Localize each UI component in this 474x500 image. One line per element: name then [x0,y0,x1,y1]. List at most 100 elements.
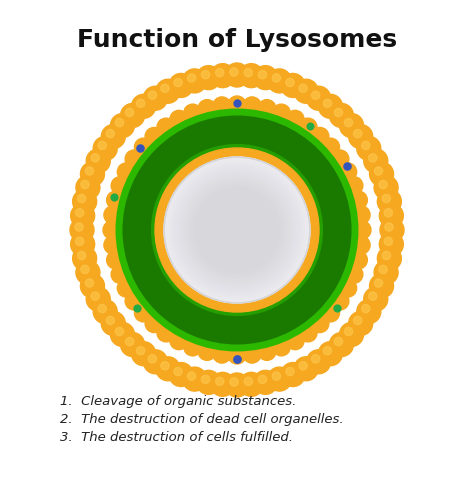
Circle shape [148,91,156,100]
Circle shape [299,362,307,370]
Circle shape [195,188,279,272]
Circle shape [349,251,367,269]
Text: 2.  The destruction of dead cell organelles.: 2. The destruction of dead cell organell… [60,413,344,426]
Circle shape [323,99,332,108]
Circle shape [281,74,305,98]
Text: 1.  Cleavage of organic substances.: 1. Cleavage of organic substances. [60,395,296,408]
Circle shape [183,338,201,356]
Text: 3.  The destruction of cells fulfilled.: 3. The destruction of cells fulfilled. [60,431,293,444]
Circle shape [201,70,210,79]
Circle shape [319,94,342,118]
Circle shape [374,260,398,284]
Circle shape [380,218,404,242]
Circle shape [339,322,364,346]
Circle shape [91,154,100,162]
Circle shape [213,345,231,363]
Circle shape [118,279,135,297]
Circle shape [81,274,104,298]
Circle shape [384,237,392,246]
Circle shape [364,149,388,173]
Circle shape [103,221,121,239]
Circle shape [144,86,167,110]
Circle shape [294,79,318,103]
Point [306,122,314,130]
Text: Function of Lysosomes: Function of Lysosomes [77,28,397,52]
Point [343,162,351,170]
Circle shape [349,124,373,148]
Circle shape [286,368,294,376]
Circle shape [101,312,125,336]
Circle shape [157,324,175,342]
Circle shape [110,322,135,346]
Circle shape [111,176,129,194]
Circle shape [258,375,267,384]
Circle shape [345,176,363,194]
Circle shape [357,300,381,324]
Circle shape [273,104,291,122]
Circle shape [115,327,124,336]
Circle shape [73,246,97,270]
Circle shape [201,375,210,384]
Circle shape [182,175,292,285]
Circle shape [71,232,95,256]
Circle shape [155,148,319,312]
Circle shape [307,350,330,374]
Circle shape [370,274,393,298]
Circle shape [144,350,167,374]
Circle shape [267,69,292,93]
Circle shape [125,150,143,168]
Circle shape [311,128,329,146]
Circle shape [115,118,124,127]
Circle shape [197,370,220,394]
Circle shape [331,292,349,310]
Circle shape [345,266,363,283]
Circle shape [164,157,310,303]
Circle shape [362,304,370,313]
Circle shape [194,186,280,274]
Ellipse shape [218,235,232,245]
Circle shape [331,150,349,168]
Circle shape [81,180,89,189]
Circle shape [369,154,377,162]
Circle shape [228,96,246,114]
Circle shape [106,316,115,324]
Circle shape [171,164,303,296]
Circle shape [286,332,304,349]
Circle shape [119,112,355,348]
Circle shape [93,300,117,324]
Circle shape [104,206,122,224]
Circle shape [272,74,281,82]
Circle shape [181,174,293,286]
Circle shape [286,110,304,128]
Circle shape [311,354,320,363]
Point [333,304,341,312]
Circle shape [354,316,362,324]
Circle shape [172,165,302,294]
Circle shape [165,158,309,302]
Circle shape [379,204,403,228]
Circle shape [362,141,370,150]
Circle shape [191,184,283,276]
Circle shape [110,114,135,138]
Circle shape [239,64,263,88]
Circle shape [329,104,354,128]
Circle shape [377,190,401,214]
Circle shape [107,251,125,269]
Circle shape [216,377,224,386]
Circle shape [137,99,145,108]
Circle shape [170,110,188,128]
Circle shape [321,304,339,322]
Circle shape [76,176,100,200]
Circle shape [211,64,235,88]
Circle shape [349,312,373,336]
Circle shape [258,70,267,79]
Circle shape [75,237,84,246]
Ellipse shape [237,242,276,274]
Circle shape [126,108,134,116]
Circle shape [286,78,294,86]
Circle shape [281,362,305,386]
Circle shape [145,314,163,332]
Circle shape [77,194,86,202]
Circle shape [299,324,317,342]
Circle shape [344,118,353,127]
